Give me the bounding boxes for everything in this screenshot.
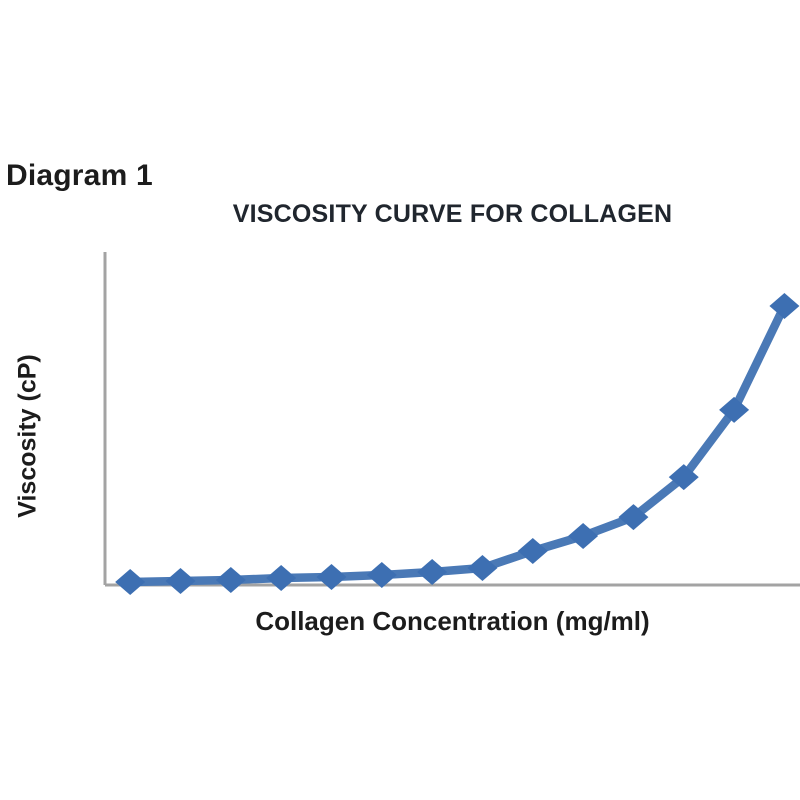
data-point-marker: [417, 559, 448, 586]
x-axis-label: Collagen Concentration (mg/ml): [255, 606, 650, 636]
diagram-caption: Diagram 1: [6, 159, 153, 192]
data-point-marker: [618, 504, 649, 531]
data-point-marker: [517, 538, 548, 565]
data-point-marker: [467, 555, 498, 582]
data-point-marker: [266, 565, 297, 592]
data-point-marker: [668, 464, 699, 491]
data-point-marker: [316, 564, 347, 591]
data-point-marker: [366, 562, 397, 589]
data-point-marker: [719, 396, 750, 423]
data-point-marker: [115, 569, 146, 596]
data-point-marker: [165, 568, 196, 595]
data-point-marker: [568, 523, 599, 550]
chart-title: VISCOSITY CURVE FOR COLLAGEN: [232, 200, 673, 228]
data-line: [125, 301, 789, 587]
data-point-marker: [769, 292, 800, 319]
data-point-marker: [215, 567, 246, 594]
